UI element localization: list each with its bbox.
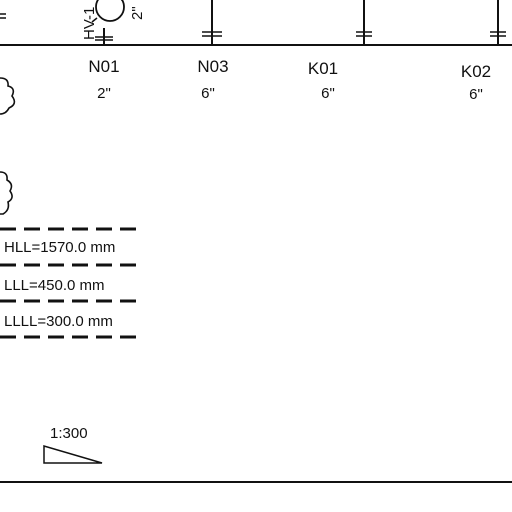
nozzle-tag-n01: N01 — [88, 57, 119, 76]
level-label-llll: LLLL=300.0 mm — [4, 313, 113, 330]
nozzle-size-k01: 6" — [321, 85, 335, 102]
nozzle-k01-stub — [356, 0, 372, 45]
nozzle-size-n01: 2" — [97, 85, 111, 102]
level-label-lll: LLL=450.0 mm — [4, 277, 104, 294]
slope-triangle-icon — [43, 444, 103, 464]
nozzle-n03-stub — [202, 0, 222, 45]
instrument-tag: HV-1 — [81, 7, 98, 40]
instrument-size: 2" — [129, 6, 146, 20]
nozzle-size-n03: 6" — [201, 85, 215, 102]
nozzle-tag-k02: K02 — [461, 62, 491, 81]
nozzle-tag-k01: K01 — [308, 59, 338, 78]
nozzle-k02-stub — [490, 0, 506, 45]
revision-cloud-lower — [0, 171, 13, 215]
nozzle-size-k02: 6" — [469, 86, 483, 103]
level-label-hll: HLL=1570.0 mm — [4, 239, 115, 256]
slope-label: 1:300 — [50, 425, 88, 442]
left-edge-tick — [0, 13, 6, 19]
revision-cloud-upper — [0, 77, 16, 115]
nozzle-tag-n03: N03 — [197, 57, 228, 76]
instrument-bubble — [91, 0, 125, 45]
